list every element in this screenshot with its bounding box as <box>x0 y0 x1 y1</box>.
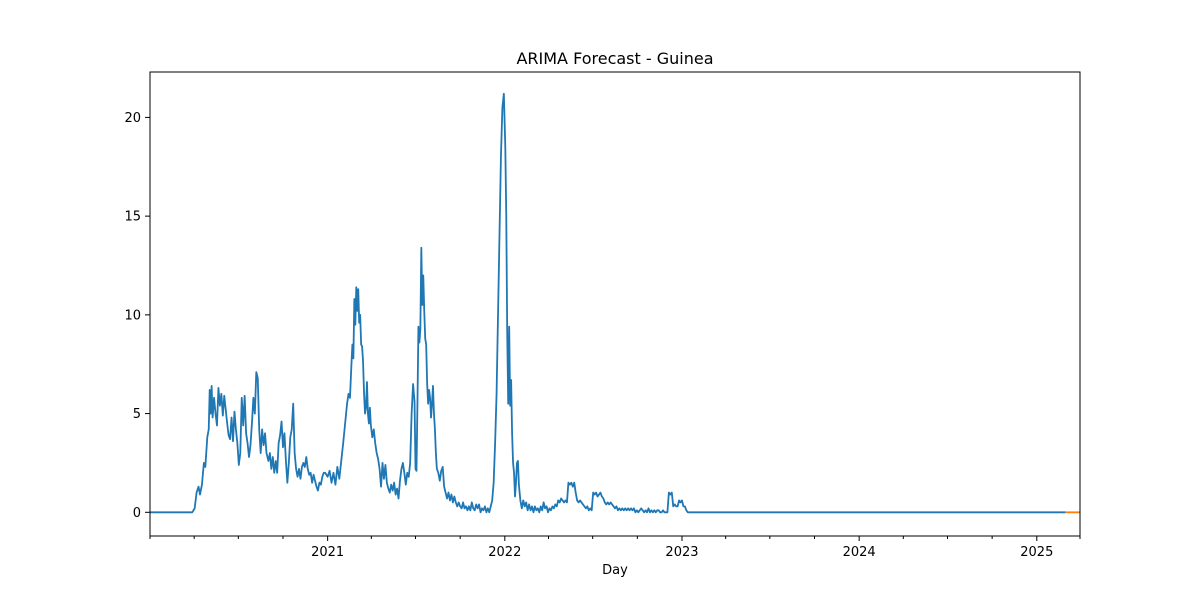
chart-title: ARIMA Forecast - Guinea <box>516 49 713 68</box>
series-line-history <box>150 92 1066 514</box>
y-axis-ticks: 0 5 10 15 20 <box>124 111 150 521</box>
x-axis-ticks: 2021 2022 2023 2024 2025 <box>149 536 1081 560</box>
x-tick-label: 2025 <box>1020 545 1053 560</box>
x-tick-label: 2022 <box>488 545 521 560</box>
y-tick-label: 20 <box>124 111 141 126</box>
x-tick-label: 2024 <box>843 545 876 560</box>
y-tick-label: 0 <box>133 506 141 521</box>
plot-frame <box>149 71 1081 537</box>
x-axis-label: Day <box>602 563 628 578</box>
y-tick-label: 5 <box>133 407 141 422</box>
y-tick-label: 10 <box>124 308 141 323</box>
y-tick-label: 15 <box>124 210 141 225</box>
x-tick-label: 2023 <box>665 545 698 560</box>
x-tick-label: 2021 <box>311 545 344 560</box>
series-layer <box>150 92 1080 514</box>
